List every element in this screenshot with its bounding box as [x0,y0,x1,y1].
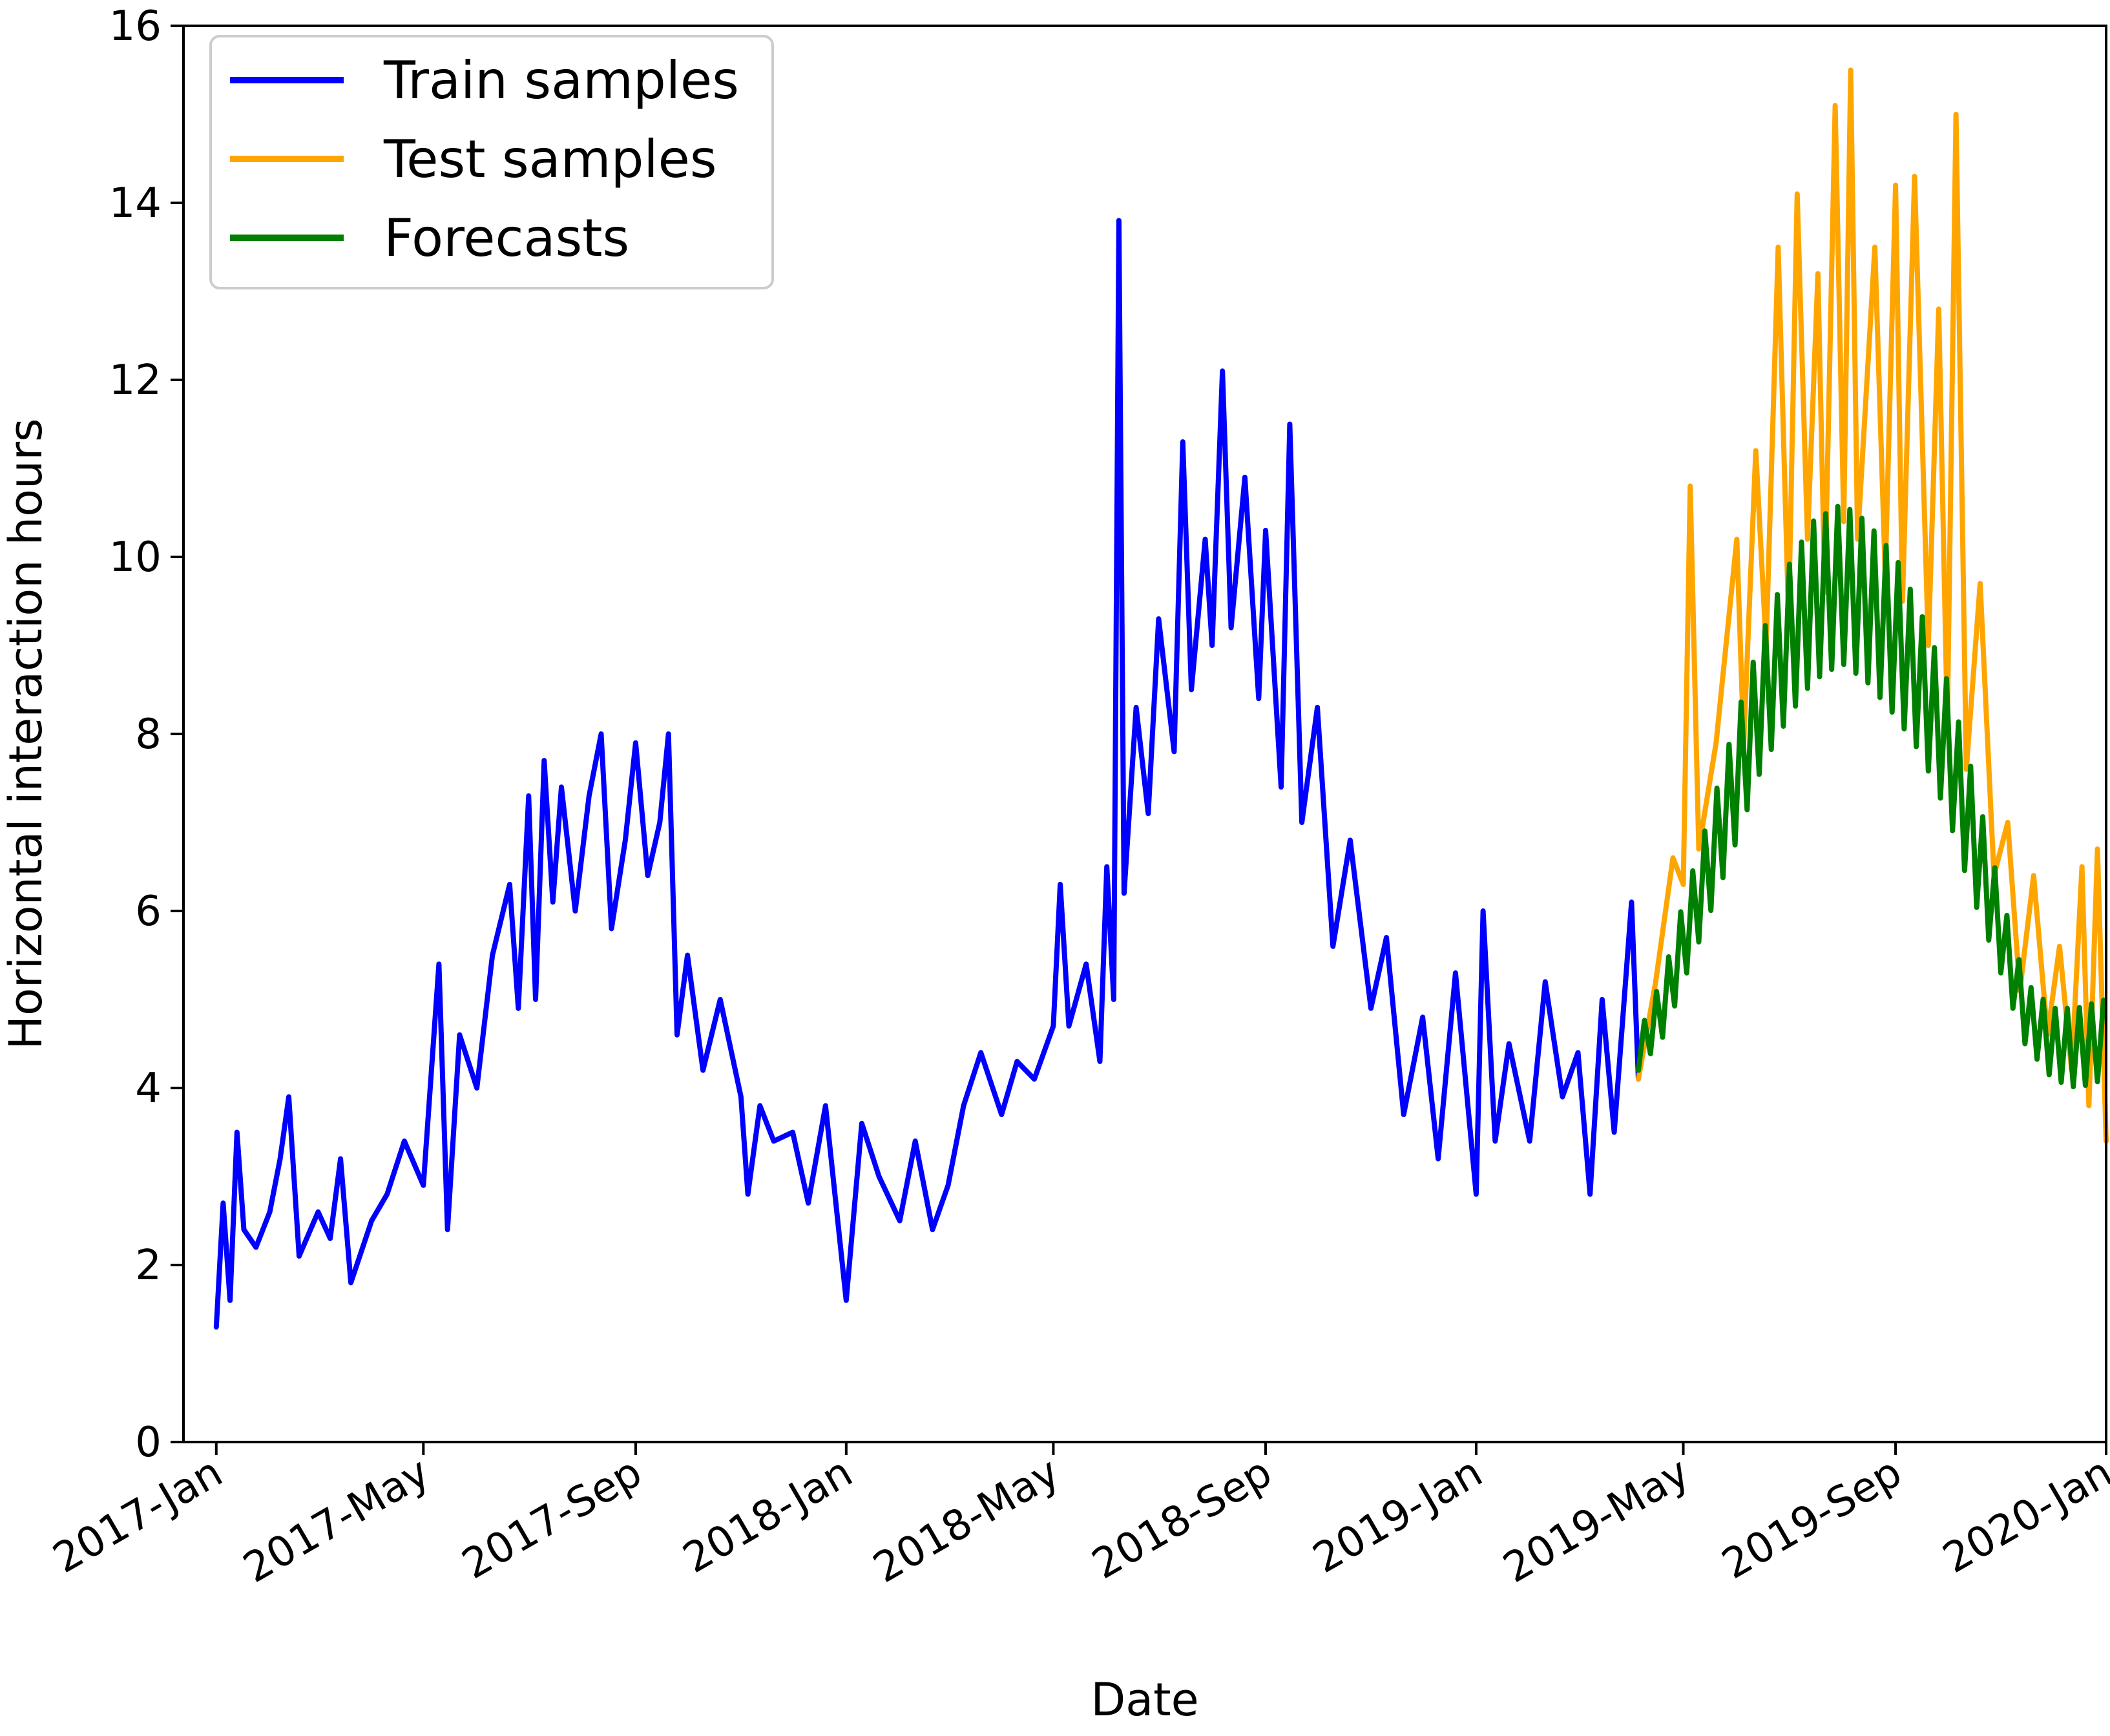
y-tick-label: 16 [109,3,162,50]
y-tick-label: 4 [135,1065,162,1113]
y-axis: 0 2 4 6 8 10 12 14 16 [109,3,183,1467]
y-tick-label: 14 [109,180,162,227]
train-series-line [213,218,1641,1330]
series-layer [213,67,2109,1330]
y-tick-label: 10 [109,534,162,581]
y-tick-label: 2 [135,1242,162,1290]
legend-label-test: Test samples [383,129,717,189]
y-tick-label: 8 [135,711,162,758]
x-axis-label: Date [1091,1673,1198,1726]
y-tick-label: 12 [109,357,162,404]
y-tick-label: 6 [135,888,162,936]
legend-box [209,35,774,289]
legend-label-forecasts: Forecasts [384,208,629,268]
test-series-line [1636,67,2109,1144]
forecast-series-line [1636,503,2106,1089]
legend-label-train: Train samples [383,50,739,110]
y-axis-label: Horizontal interaction hours [0,418,52,1049]
legend: Train samples Test samples Forecasts [209,35,774,289]
y-tick-label: 0 [135,1419,162,1467]
